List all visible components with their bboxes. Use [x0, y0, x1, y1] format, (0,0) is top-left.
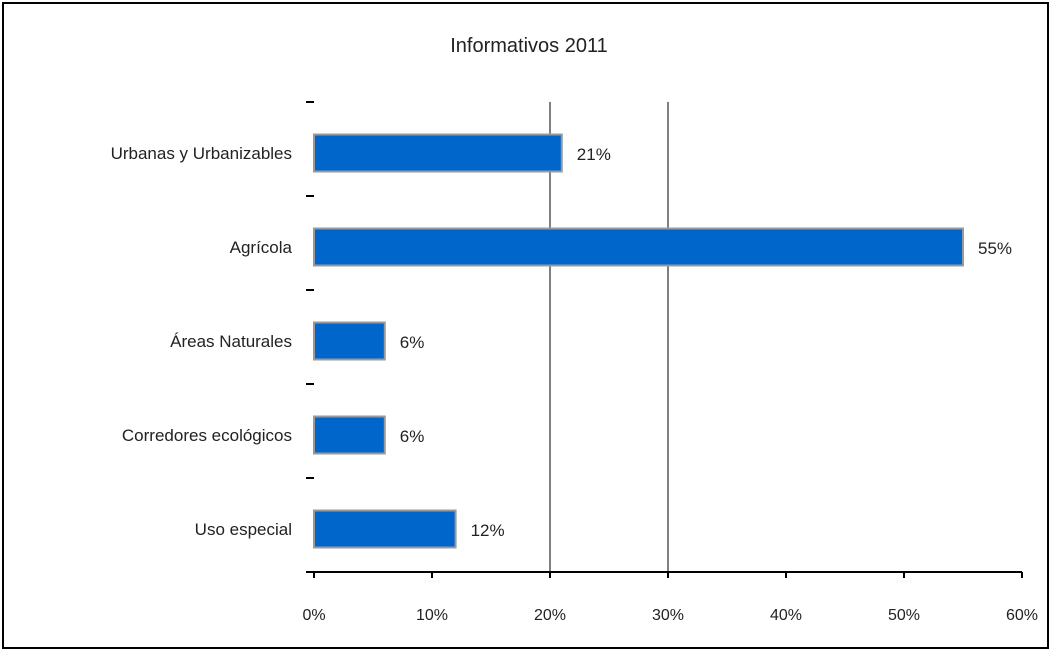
bar — [313, 509, 457, 549]
category-label: Uso especial — [195, 520, 292, 539]
x-tick-label: 30% — [652, 607, 684, 624]
bar — [313, 227, 964, 267]
data-label: 6% — [400, 427, 425, 446]
x-tick-label: 20% — [534, 607, 566, 624]
chart-title: Informativos 2011 — [450, 35, 608, 57]
bar — [313, 321, 386, 361]
axes — [306, 101, 1023, 578]
data-labels: 21% 55% 6% 6% 12% — [400, 145, 1012, 540]
data-label: 55% — [978, 239, 1012, 258]
data-label: 12% — [471, 521, 505, 540]
category-label: Urbanas y Urbanizables — [111, 144, 292, 163]
category-labels: Urbanas y Urbanizables Agrícola Áreas Natu… — [111, 144, 293, 539]
bars — [313, 133, 964, 549]
x-tick-label: 50% — [888, 607, 920, 624]
bar — [313, 415, 386, 455]
x-tick-label: 60% — [1006, 607, 1038, 624]
bar — [313, 133, 563, 173]
x-tick-label: 10% — [416, 607, 448, 624]
data-label: 21% — [577, 145, 611, 164]
x-tick-label: 40% — [770, 607, 802, 624]
x-tick-label: 0% — [302, 607, 325, 624]
category-label: Áreas Naturales — [170, 332, 292, 351]
data-label: 6% — [400, 333, 425, 352]
category-label: Agrícola — [230, 238, 293, 257]
x-tick-labels: 0% 10% 20% 30% 40% 50% 60% — [302, 607, 1038, 624]
category-label: Corredores ecológicos — [122, 426, 292, 445]
gridlines — [549, 102, 669, 572]
